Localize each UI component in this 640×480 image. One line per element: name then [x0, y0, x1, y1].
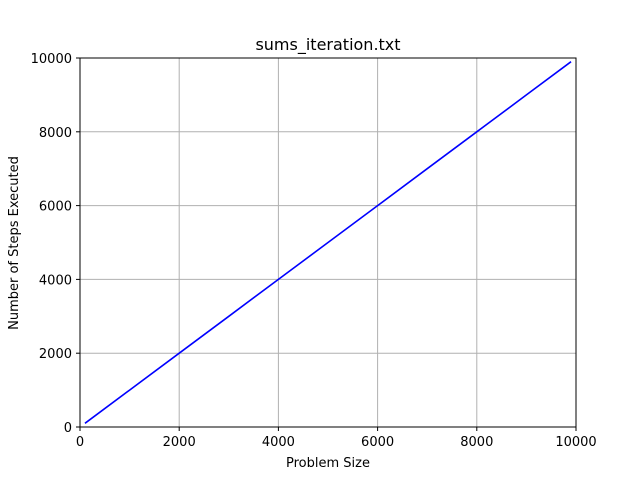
- x-tick-label: 6000: [361, 435, 394, 450]
- y-axis-ticks: 0 2000 4000 6000 8000 10000: [31, 52, 80, 436]
- x-tick-label: 8000: [460, 435, 493, 450]
- series-layer: [84, 61, 572, 424]
- x-tick-label: 4000: [262, 435, 295, 450]
- x-tick-label: 0: [76, 435, 84, 450]
- y-tick-label: 6000: [39, 200, 72, 215]
- x-axis-ticks: 0 2000 4000 6000 8000 10000: [76, 427, 597, 450]
- chart-title: sums_iteration.txt: [255, 35, 400, 55]
- x-axis-label: Problem Size: [286, 456, 370, 471]
- x-tick-label: 2000: [163, 435, 196, 450]
- x-tick-label: 10000: [555, 435, 596, 450]
- y-tick-label: 0: [64, 421, 72, 436]
- plot-frame: [79, 57, 577, 428]
- y-tick-label: 10000: [31, 52, 72, 67]
- y-tick-label: 8000: [39, 126, 72, 141]
- y-tick-label: 2000: [39, 347, 72, 362]
- y-tick-label: 4000: [39, 273, 72, 288]
- y-axis-label: Number of Steps Executed: [7, 156, 22, 330]
- series-line: [84, 61, 572, 424]
